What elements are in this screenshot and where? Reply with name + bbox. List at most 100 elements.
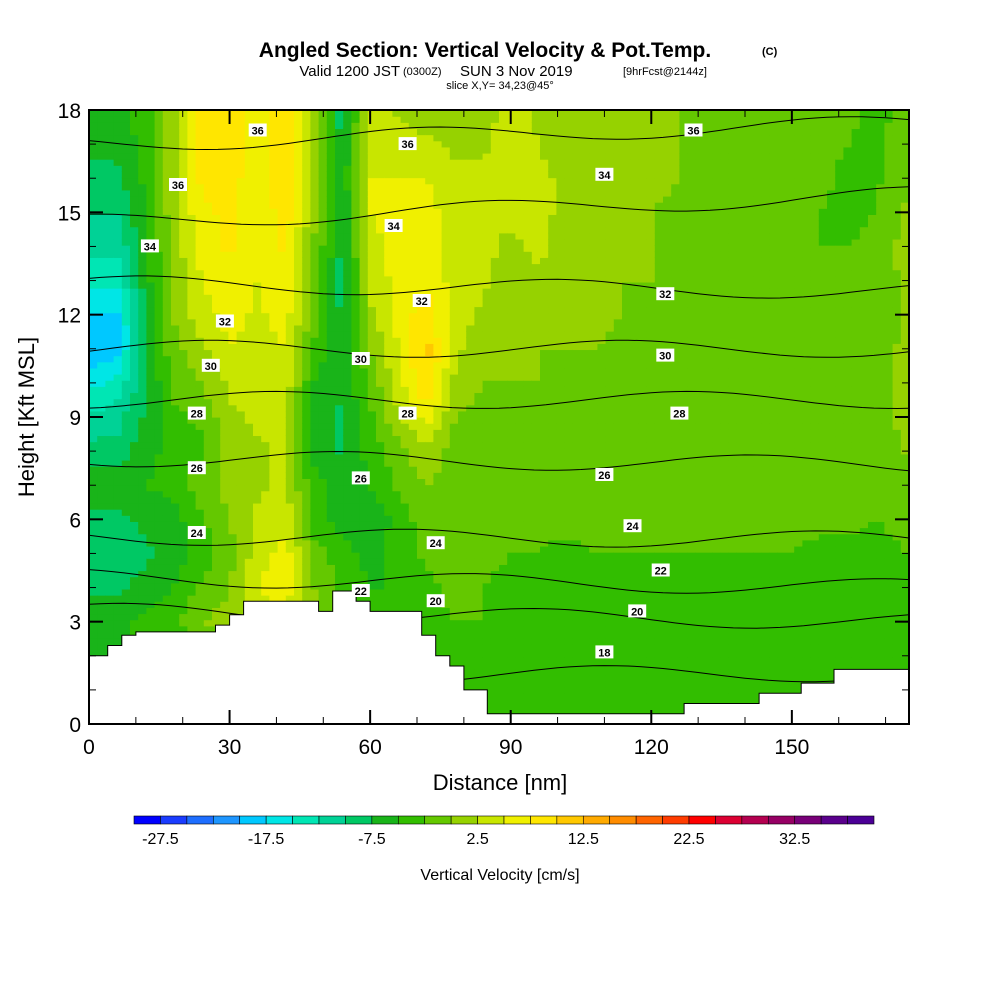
velocity-cell xyxy=(195,306,205,314)
velocity-cell xyxy=(351,441,361,449)
velocity-cell xyxy=(154,257,164,265)
velocity-cell xyxy=(318,533,328,541)
velocity-cell xyxy=(138,607,147,615)
velocity-cell xyxy=(318,361,328,369)
velocity-cell xyxy=(130,275,139,283)
velocity-cell xyxy=(277,251,287,258)
velocity-cell xyxy=(466,214,475,222)
velocity-cell xyxy=(474,380,484,387)
velocity-cell xyxy=(310,202,320,209)
velocity-cell xyxy=(441,545,451,553)
velocity-cell xyxy=(408,447,418,455)
velocity-cell xyxy=(203,509,213,516)
velocity-cell xyxy=(277,128,287,136)
velocity-cell xyxy=(294,202,303,209)
velocity-cell xyxy=(449,484,459,492)
velocity-cell xyxy=(236,435,246,443)
velocity-cell xyxy=(277,496,287,504)
velocity-cell xyxy=(335,134,344,142)
velocity-cell xyxy=(343,171,352,179)
velocity-cell xyxy=(367,152,377,160)
velocity-cell xyxy=(195,343,205,351)
velocity-cell xyxy=(376,263,385,271)
velocity-cell xyxy=(121,515,131,522)
velocity-cell xyxy=(302,195,311,203)
velocity-cell xyxy=(179,484,188,492)
velocity-cell xyxy=(154,613,164,621)
velocity-cell xyxy=(433,110,443,117)
velocity-cell xyxy=(203,159,213,166)
velocity-cell xyxy=(130,251,139,258)
velocity-cell xyxy=(97,214,106,222)
velocity-cell xyxy=(105,122,115,130)
velocity-cell xyxy=(212,122,221,130)
velocity-cell xyxy=(179,343,188,351)
velocity-cell xyxy=(220,435,229,443)
velocity-cell xyxy=(458,159,467,166)
velocity-cell xyxy=(376,318,385,326)
velocity-cell xyxy=(474,226,484,234)
velocity-cell xyxy=(228,398,238,406)
velocity-cell xyxy=(335,502,344,510)
velocity-cell xyxy=(162,306,172,314)
velocity-cell xyxy=(195,232,205,240)
velocity-cell xyxy=(367,398,377,406)
velocity-cell xyxy=(269,134,279,142)
velocity-cell xyxy=(384,410,393,418)
velocity-cell xyxy=(285,367,295,375)
velocity-cell xyxy=(367,576,377,584)
velocity-cell xyxy=(384,300,393,308)
velocity-cell xyxy=(285,331,295,338)
velocity-cell xyxy=(417,288,426,295)
velocity-cell xyxy=(384,257,393,265)
velocity-cell xyxy=(425,208,434,215)
velocity-cell xyxy=(466,509,475,516)
velocity-cell xyxy=(351,294,361,301)
velocity-cell xyxy=(261,576,270,584)
velocity-cell xyxy=(203,453,213,461)
velocity-cell xyxy=(343,423,352,430)
velocity-cell xyxy=(433,386,443,394)
velocity-cell xyxy=(212,275,221,283)
velocity-cell xyxy=(130,509,139,516)
velocity-cell xyxy=(343,220,352,228)
velocity-cell xyxy=(146,607,156,615)
velocity-cell xyxy=(203,183,213,191)
velocity-cell xyxy=(195,263,205,271)
velocity-cell xyxy=(376,146,385,154)
velocity-cell xyxy=(253,361,262,369)
velocity-cell xyxy=(302,398,311,406)
velocity-cell xyxy=(417,177,426,185)
velocity-cell xyxy=(376,312,385,320)
velocity-cell xyxy=(121,435,131,443)
velocity-cell xyxy=(359,294,369,301)
velocity-cell xyxy=(392,533,402,541)
velocity-cell xyxy=(466,435,475,443)
velocity-cell xyxy=(449,539,459,547)
velocity-cell xyxy=(310,453,320,461)
velocity-cell xyxy=(253,257,262,265)
velocity-cell xyxy=(318,128,328,136)
velocity-cell xyxy=(195,128,205,136)
velocity-cell xyxy=(351,140,361,148)
velocity-cell xyxy=(474,619,484,627)
velocity-cell xyxy=(97,650,106,658)
velocity-cell xyxy=(449,490,459,498)
velocity-cell xyxy=(236,607,246,615)
velocity-cell xyxy=(458,644,467,651)
velocity-cell xyxy=(97,638,106,645)
velocity-cell xyxy=(228,496,238,504)
velocity-cell xyxy=(89,318,98,326)
velocity-cell xyxy=(318,269,328,277)
velocity-cell xyxy=(113,595,123,602)
velocity-cell xyxy=(367,607,377,615)
velocity-cell xyxy=(261,355,270,363)
velocity-cell xyxy=(269,146,279,154)
velocity-cell xyxy=(162,459,172,467)
velocity-cell xyxy=(105,582,115,590)
velocity-cell xyxy=(228,515,238,522)
velocity-cell xyxy=(171,380,180,387)
velocity-cell xyxy=(187,545,197,553)
velocity-cell xyxy=(310,386,320,394)
velocity-cell xyxy=(195,122,205,130)
